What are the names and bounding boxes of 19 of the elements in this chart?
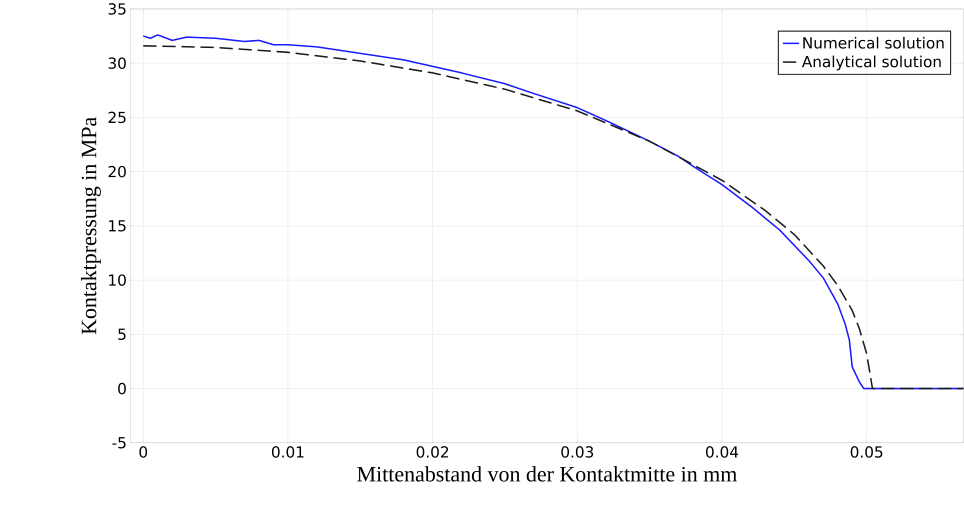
legend-label: Analytical solution [802,56,941,70]
y-tick-label: -5 [112,437,126,448]
legend-label: Numerical solution [803,36,944,49]
y-tick-label: 30 [108,57,126,69]
y-tick-label: 0 [118,382,126,394]
y-tick-label: 5 [118,328,126,340]
y-tick-label: 10 [109,274,126,286]
x-axis-title: Mittenabstand von der Kontaktmitte in mm [357,466,737,482]
x-tick-label: 0.03 [561,446,594,458]
x-tick-label: 0.01 [272,446,304,458]
y-tick-label: 35 [108,3,126,15]
y-axis-title: Kontaktpressung in MPa [80,117,101,334]
y-tick-label: 20 [108,166,126,178]
y-tick-label: 25 [108,112,126,124]
y-tick-label: 15 [109,220,126,232]
x-tick-label: 0.02 [416,446,448,458]
x-tick-label: 0 [139,446,148,458]
x-tick-label: 0.05 [850,446,882,458]
x-tick-label: 0.04 [706,446,738,458]
